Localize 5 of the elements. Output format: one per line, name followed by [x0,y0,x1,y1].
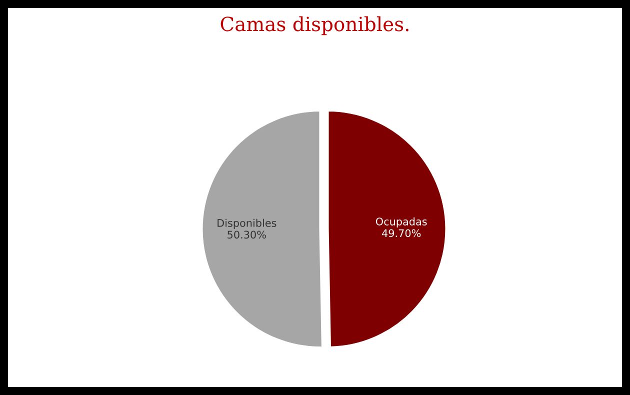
chart-title: Camas disponibles. [220,16,408,36]
data-label: 49.70% [382,229,421,238]
slice-label: Ocupadas [376,217,427,228]
slice-label: Disponibles [218,218,276,229]
data-label: 50.30% [228,230,266,239]
